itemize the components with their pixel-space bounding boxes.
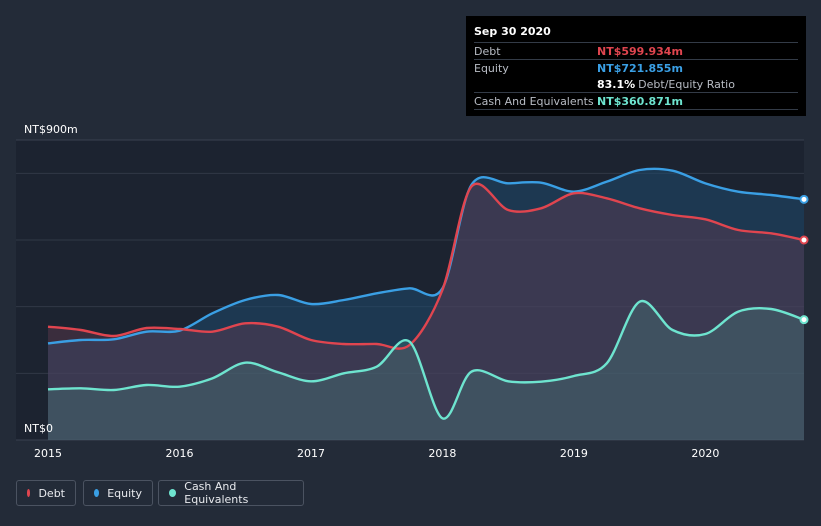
debt-end-marker (799, 235, 809, 245)
tooltip-debt-label: Debt (474, 44, 501, 58)
x-tick-label-2015: 2015 (34, 447, 62, 460)
series-lines (47, 167, 805, 420)
equity-area (48, 168, 804, 440)
tooltip-equity-row: Equity NT$721.855m (474, 59, 798, 76)
equity-dot-icon (94, 489, 100, 497)
tooltip-equity-value: NT$721.855m (597, 61, 683, 75)
tooltip-equity-label: Equity (474, 61, 509, 75)
legend-equity-label: Equity (107, 486, 142, 500)
x-tick-label-2016: 2016 (165, 447, 194, 460)
debt-dot-icon (27, 489, 31, 497)
x-tick-label-2020: 2020 (691, 447, 720, 460)
legend-debt-label: Debt (38, 486, 65, 500)
legend-equity[interactable]: Equity (83, 480, 153, 506)
legend-cash-label: Cash And Equivalents (184, 480, 249, 506)
x-tick-label-2017: 2017 (296, 447, 325, 460)
tooltip-cash-label: Cash And Equivalents (474, 94, 594, 108)
debt-line (47, 182, 805, 350)
tooltip-ratio-row: 83.1% Debt/Equity Ratio (474, 76, 798, 92)
debt-area (48, 183, 804, 441)
legend-cash[interactable]: Cash And Equivalents (158, 480, 304, 506)
equity-end-marker (799, 194, 809, 204)
tooltip-debt-value: NT$599.934m (597, 44, 683, 58)
cash-area (48, 301, 804, 440)
legend-debt[interactable]: Debt (16, 480, 76, 506)
series-areas (48, 168, 804, 441)
series-end-markers (799, 194, 809, 325)
x-tick-label-2019: 2019 (559, 447, 588, 460)
x-tick-label-2018: 2018 (428, 447, 457, 460)
tooltip-date: Sep 30 2020 (474, 25, 551, 38)
tooltip-ratio-label: Debt/Equity Ratio (638, 77, 735, 91)
tooltip-cash-row: Cash And Equivalents NT$360.871m (474, 92, 798, 110)
tooltip-cash-value: NT$360.871m (597, 94, 683, 108)
tooltip-ratio-value: 83.1% (597, 77, 636, 91)
y-axis-bottom-label: NT$0 (24, 422, 53, 435)
data-tooltip: Sep 30 2020 Debt NT$599.934m Equity NT$7… (466, 16, 806, 116)
cash-line (47, 299, 805, 420)
cash-dot-icon (169, 489, 177, 497)
tooltip-debt-row: Debt NT$599.934m (474, 42, 798, 59)
cash-end-marker (799, 315, 809, 325)
y-axis-top-label: NT$900m (24, 123, 78, 136)
equity-line (47, 167, 805, 345)
